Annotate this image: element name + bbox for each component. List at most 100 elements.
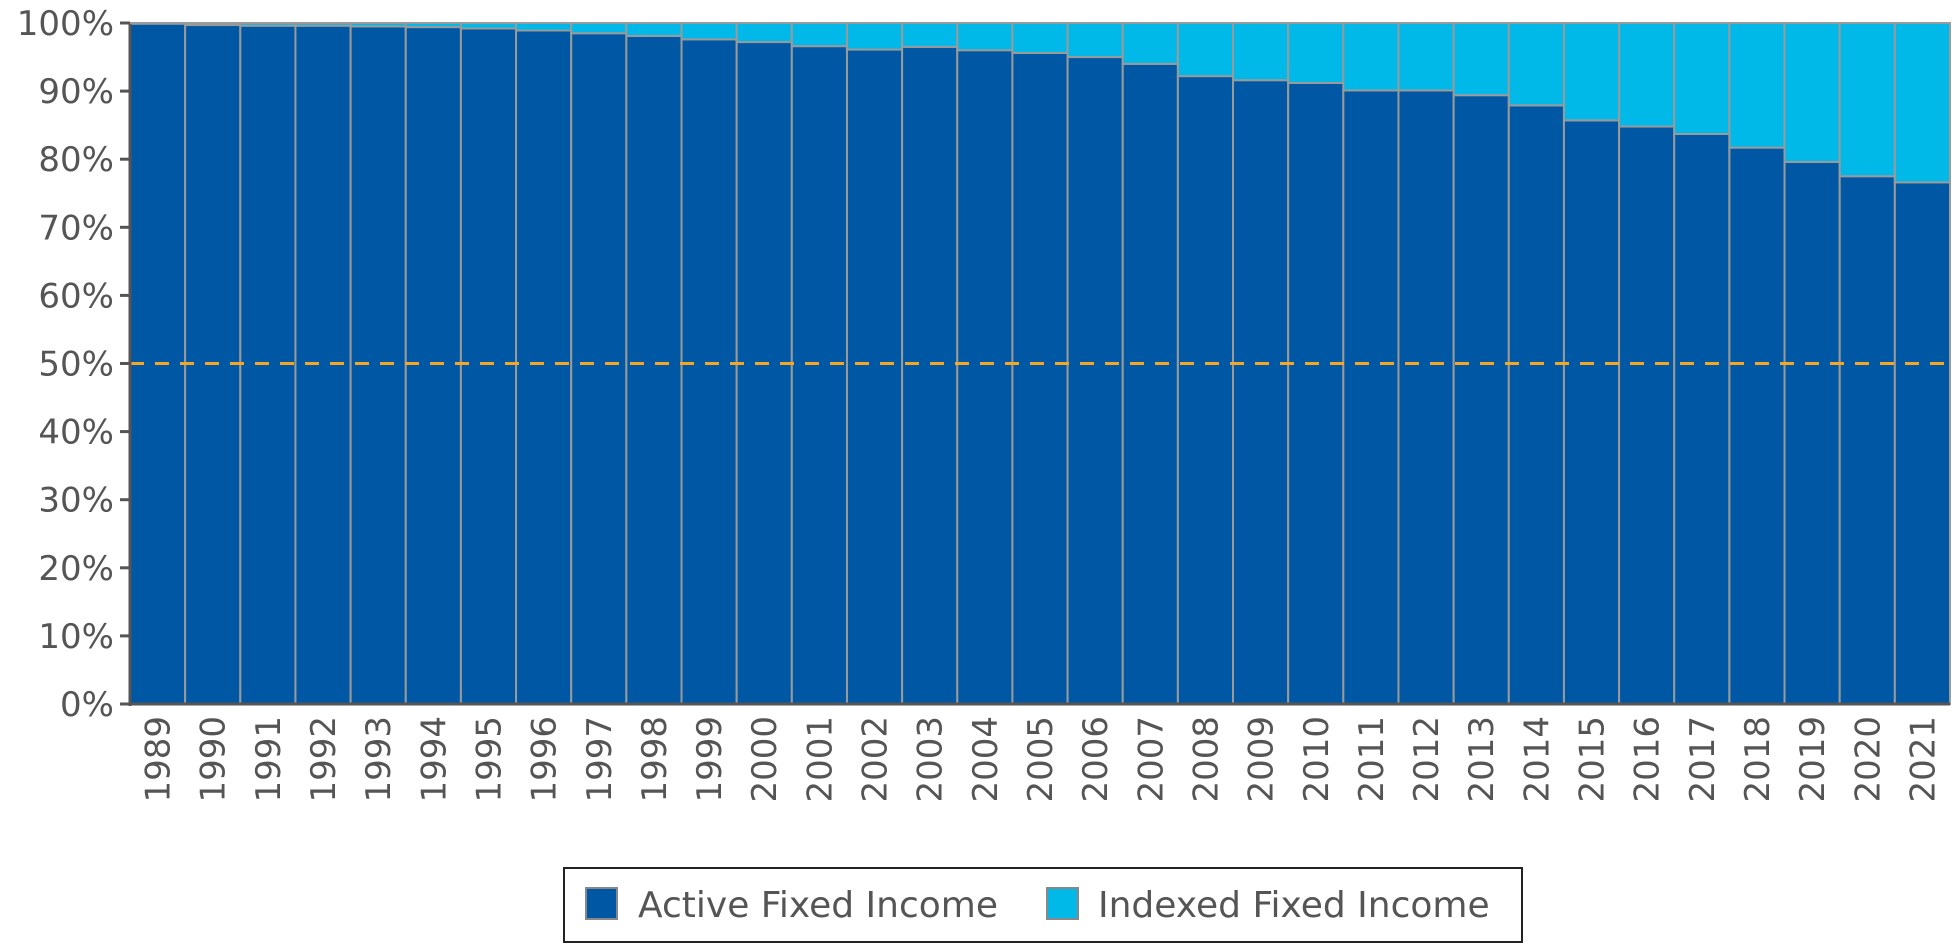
- bar-indexed-2008: [1176, 22, 1235, 78]
- x-tick-labels: 1989 1990 1991 1992 1993 1994 1995 1996 1997 1998…: [139, 716, 1944, 803]
- x-tick-label: 1997: [580, 716, 620, 803]
- y-tick-label: 50%: [38, 345, 114, 385]
- bar-active-2007: [1121, 62, 1179, 706]
- bar-indexed-2001: [790, 22, 848, 48]
- x-tick-label: 1993: [359, 716, 399, 803]
- legend-swatch-active: [585, 887, 618, 920]
- x-tick-label: 1990: [194, 716, 234, 803]
- bar-active-2010: [1287, 81, 1345, 706]
- x-tick-label: 2002: [856, 716, 896, 803]
- x-tick-label: 1992: [304, 716, 344, 803]
- x-tick-label: 2011: [1352, 716, 1392, 803]
- legend-swatch-indexed: [1046, 887, 1079, 920]
- bar-indexed-2012: [1397, 22, 1455, 92]
- bar-indexed-1999: [680, 22, 738, 41]
- x-tick-label: 2016: [1628, 716, 1668, 803]
- bar-indexed-2014: [1507, 22, 1565, 107]
- bar-indexed-2020: [1838, 22, 1896, 178]
- bar-indexed-2004: [956, 22, 1014, 52]
- y-tick-labels: 0% 10% 20% 30% 40% 50% 60% 70% 80% 90% 100%: [17, 4, 114, 725]
- axes-group: [120, 21, 1950, 706]
- bar-active-1999: [680, 38, 738, 705]
- x-tick-label: 1995: [469, 716, 509, 803]
- bar-active-1997: [570, 32, 628, 706]
- y-tick-label: 40%: [38, 413, 114, 453]
- bar-indexed-2010: [1287, 22, 1345, 84]
- bar-indexed-2016: [1618, 22, 1676, 128]
- x-tick-label: 2013: [1462, 716, 1502, 803]
- bar-active-2021: [1893, 181, 1951, 706]
- x-tick-label: 2020: [1848, 716, 1888, 803]
- x-tick-label: 1996: [525, 716, 565, 803]
- bar-active-2000: [735, 41, 793, 705]
- bar-active-2011: [1342, 89, 1400, 706]
- x-tick-label: 2004: [966, 716, 1006, 803]
- bar-indexed-2011: [1342, 22, 1400, 92]
- y-tick-label: 30%: [38, 481, 114, 521]
- bar-indexed-2021: [1893, 22, 1951, 184]
- bar-active-2012: [1397, 89, 1455, 706]
- bar-active-2020: [1838, 175, 1896, 706]
- bar-indexed-2003: [901, 22, 959, 48]
- bar-indexed-2015: [1562, 22, 1621, 122]
- y-tick-label: 20%: [38, 549, 114, 589]
- y-tick-label: 100%: [17, 4, 114, 44]
- bar-active-2017: [1673, 133, 1731, 705]
- bar-active-1995: [459, 27, 518, 705]
- bar-indexed-2018: [1728, 22, 1786, 149]
- bar-group: [129, 22, 1951, 706]
- bar-indexed-1997: [570, 22, 628, 35]
- x-tick-label: 2000: [745, 716, 785, 803]
- y-tick-label: 60%: [38, 276, 114, 316]
- legend-box: [563, 867, 1523, 943]
- bar-active-2015: [1562, 119, 1621, 705]
- bar-active-2001: [790, 45, 848, 705]
- bar-indexed-2017: [1673, 22, 1731, 135]
- x-tick-label: 1999: [690, 716, 730, 803]
- bar-active-2019: [1783, 160, 1841, 706]
- bar-indexed-2006: [1066, 22, 1124, 59]
- bar-active-1996: [515, 29, 573, 706]
- bar-active-1994: [404, 26, 462, 705]
- y-tick-label: 0%: [60, 685, 114, 725]
- bar-indexed-2007: [1121, 22, 1179, 65]
- x-tick-label: 2018: [1738, 716, 1778, 803]
- bar-active-2018: [1728, 146, 1786, 705]
- bar-indexed-1998: [625, 22, 683, 37]
- bar-active-2004: [956, 49, 1014, 706]
- bar-active-1998: [625, 34, 683, 705]
- x-tick-label: 2008: [1186, 716, 1226, 803]
- y-tick-label: 10%: [38, 617, 114, 657]
- x-tick-label: 2015: [1573, 716, 1613, 803]
- x-tick-label: 2017: [1683, 716, 1723, 803]
- x-tick-label: 2003: [911, 716, 951, 803]
- x-tick-label: 2007: [1131, 716, 1171, 803]
- x-tick-label: 2014: [1517, 716, 1557, 803]
- bar-active-2003: [901, 45, 959, 705]
- x-tick-label: 1994: [414, 716, 454, 803]
- x-tick-label: 2006: [1076, 716, 1116, 803]
- x-tick-label: 1998: [635, 716, 675, 803]
- bar-active-2008: [1176, 75, 1235, 706]
- bar-indexed-2019: [1783, 22, 1841, 163]
- x-tick-label: 2005: [1021, 716, 1061, 803]
- bar-active-2014: [1507, 104, 1565, 705]
- x-tick-label: 2009: [1242, 716, 1282, 803]
- bar-active-2009: [1232, 79, 1290, 705]
- bar-indexed-2000: [735, 22, 793, 44]
- x-tick-label: 2010: [1297, 716, 1337, 803]
- y-tick-label: 70%: [38, 208, 114, 248]
- legend: Active Fixed Income Indexed Fixed Income: [563, 867, 1523, 943]
- bar-indexed-1996: [515, 22, 573, 32]
- bar-active-2005: [1011, 51, 1069, 705]
- y-tick-label: 80%: [38, 140, 114, 180]
- bar-active-2016: [1618, 125, 1676, 705]
- bar-indexed-2013: [1452, 22, 1510, 97]
- bar-indexed-2002: [845, 22, 904, 51]
- x-tick-label: 1991: [249, 716, 289, 803]
- x-tick-label: 2012: [1407, 716, 1447, 803]
- legend-label-indexed: Indexed Fixed Income: [1098, 885, 1490, 926]
- bar-active-2002: [845, 48, 904, 706]
- bar-indexed-2009: [1232, 22, 1290, 82]
